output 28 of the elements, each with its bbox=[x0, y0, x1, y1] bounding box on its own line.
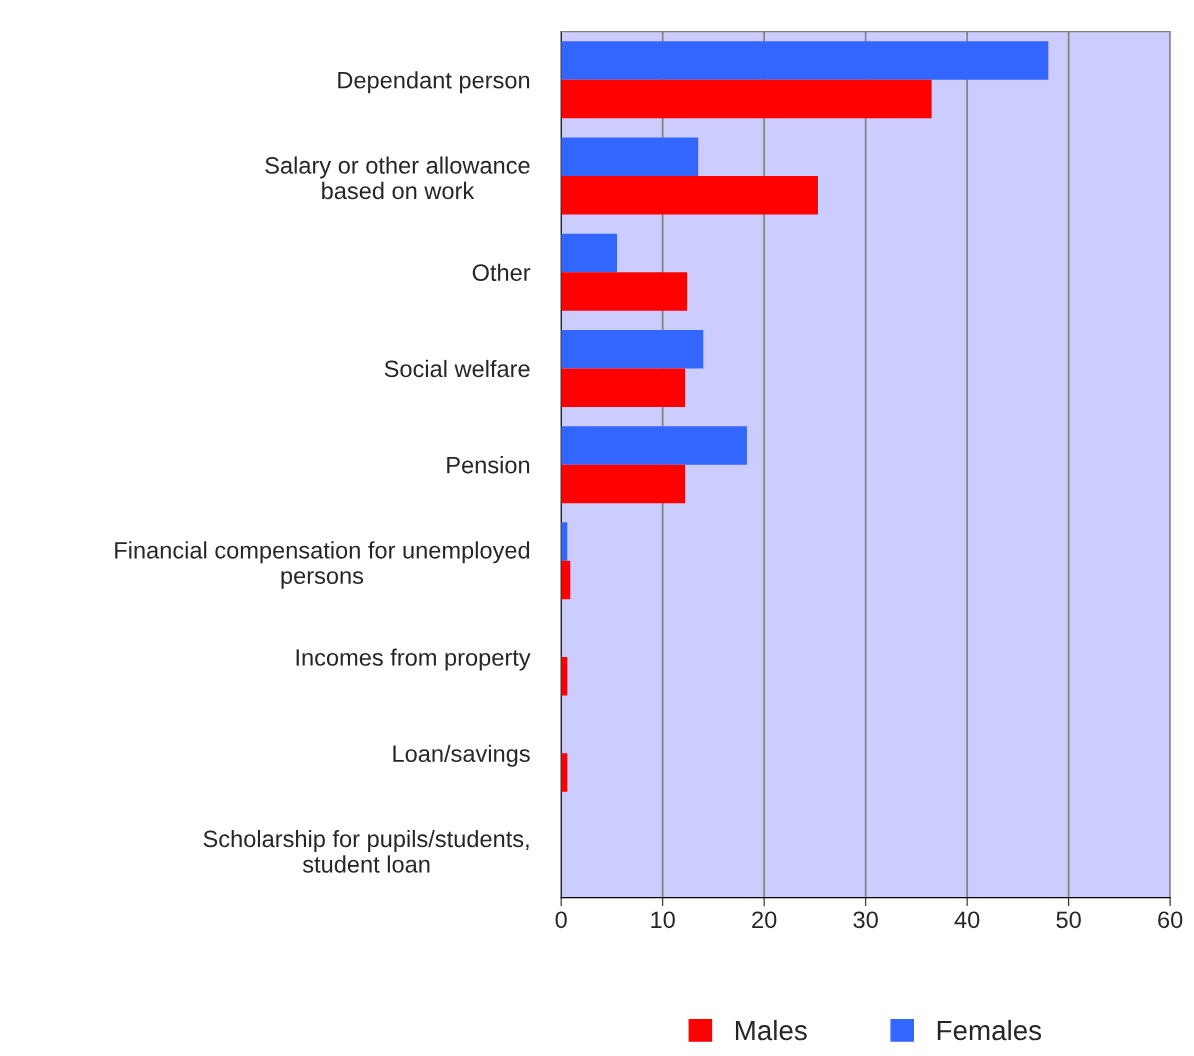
legend-label: Males bbox=[735, 1019, 807, 1041]
x-tick-label: 60 bbox=[1158, 911, 1183, 929]
bar bbox=[561, 368, 685, 407]
bar bbox=[561, 272, 688, 311]
bar bbox=[561, 464, 685, 504]
bar bbox=[561, 329, 704, 369]
x-tick-label: 30 bbox=[853, 911, 878, 929]
y-tick-label: Incomes from property bbox=[296, 648, 531, 671]
y-tick-label: Social welfare bbox=[384, 359, 530, 378]
y-tick-label: Other bbox=[472, 263, 531, 281]
bar bbox=[561, 233, 617, 273]
bar bbox=[561, 79, 932, 119]
y-tick-label: Salary or other allowance based on work bbox=[265, 156, 530, 200]
x-tick-label: 50 bbox=[1056, 911, 1081, 929]
bar bbox=[561, 41, 1049, 80]
x-tick-label: 40 bbox=[954, 911, 980, 929]
legend-label: Females bbox=[937, 1019, 1042, 1041]
bar bbox=[561, 137, 699, 176]
x-tick-label: 20 bbox=[752, 911, 777, 929]
y-tick-label: Scholarship for pupils/students, student loan bbox=[203, 829, 529, 873]
y-tick-label: Financial compensation for unemployed persons bbox=[115, 541, 530, 589]
x-tick-label: 0 bbox=[555, 911, 567, 929]
x-tick-label: 10 bbox=[651, 911, 675, 929]
y-tick-label: Dependant person bbox=[338, 71, 530, 94]
bar bbox=[561, 176, 818, 215]
y-tick-label: Loan/savings bbox=[393, 744, 530, 767]
bar bbox=[561, 426, 747, 465]
y-tick-label: Pension bbox=[447, 456, 530, 474]
